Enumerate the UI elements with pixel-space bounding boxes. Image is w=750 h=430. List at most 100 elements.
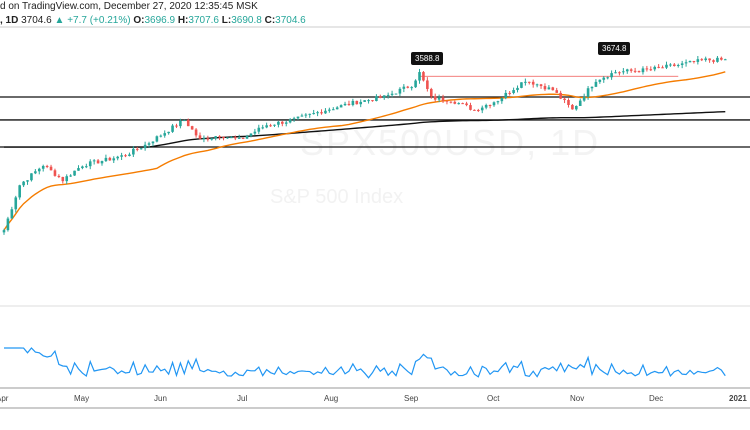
candle <box>492 102 496 106</box>
candle <box>65 176 69 182</box>
candle <box>281 121 284 124</box>
candle <box>159 135 163 137</box>
high-value: 3707.6 <box>188 15 219 26</box>
candle <box>147 143 151 145</box>
watermark-name: S&P 500 Index <box>270 186 404 208</box>
candle <box>594 81 598 87</box>
candle <box>484 105 488 108</box>
axis-label-sep: Sep <box>404 394 419 403</box>
candle <box>343 103 347 106</box>
price-change: +7.7 (+0.21%) <box>67 15 131 26</box>
candle <box>567 100 570 105</box>
candle <box>320 112 323 114</box>
candle <box>449 101 453 103</box>
candle <box>269 125 272 127</box>
candle <box>18 185 21 198</box>
candle <box>265 125 268 128</box>
candle <box>61 176 65 182</box>
candle <box>402 86 406 89</box>
candle <box>637 71 641 73</box>
candle <box>300 115 304 117</box>
candle <box>324 110 327 114</box>
candle <box>355 100 359 105</box>
peak-label-2: 3674.8 <box>598 42 631 55</box>
triangle-up-icon: ▲ <box>54 15 65 26</box>
candle <box>382 95 386 98</box>
candle <box>433 96 437 100</box>
candle <box>539 84 543 87</box>
candle <box>210 138 214 140</box>
candle <box>316 112 319 114</box>
candle <box>625 69 629 72</box>
candle <box>151 141 155 144</box>
candle <box>69 175 72 177</box>
candle <box>96 160 100 164</box>
candle <box>375 96 378 101</box>
candle <box>676 65 680 67</box>
candle <box>171 125 174 132</box>
candle <box>186 120 190 127</box>
high-label: H: <box>177 15 189 26</box>
candle <box>696 59 700 62</box>
candle <box>363 100 366 102</box>
candle <box>135 148 139 150</box>
close-label: C: <box>264 15 276 26</box>
candle <box>359 101 363 105</box>
candle <box>37 168 41 172</box>
candle <box>527 81 531 83</box>
candle <box>649 69 653 71</box>
candle <box>653 66 657 70</box>
candle <box>582 96 586 101</box>
candle <box>720 57 723 60</box>
candle <box>543 86 547 90</box>
candle <box>351 100 355 106</box>
candle <box>716 57 719 62</box>
candle <box>684 62 688 64</box>
candle <box>473 109 476 111</box>
candle <box>331 109 335 111</box>
candle <box>277 121 280 125</box>
candle <box>14 197 18 210</box>
candle <box>233 137 237 139</box>
candle <box>661 67 664 69</box>
candle <box>88 161 92 167</box>
axis-label-nov: Nov <box>570 394 585 403</box>
candle <box>712 60 715 62</box>
candle <box>379 96 382 98</box>
candle <box>167 131 170 134</box>
candle <box>614 72 617 74</box>
candle <box>237 137 241 139</box>
candle <box>704 58 707 61</box>
candle <box>222 136 225 139</box>
candle <box>465 103 468 106</box>
last-price: 3704.6 <box>21 15 52 26</box>
candle <box>575 105 578 110</box>
candle <box>190 126 194 130</box>
candle <box>284 122 288 124</box>
candle <box>602 77 606 80</box>
candle <box>179 120 182 127</box>
candle <box>143 144 147 149</box>
candle <box>429 88 433 97</box>
candle <box>516 87 519 91</box>
candle <box>339 105 343 108</box>
candle <box>488 105 492 107</box>
candle <box>633 70 637 72</box>
candle <box>241 137 245 139</box>
candle <box>414 80 417 88</box>
candle <box>673 64 676 67</box>
candle <box>312 113 315 115</box>
candle <box>410 87 413 89</box>
candle <box>10 209 14 219</box>
candle <box>453 101 457 104</box>
candle <box>692 60 696 62</box>
candle <box>480 107 484 111</box>
candle <box>418 72 421 81</box>
candle <box>30 173 33 181</box>
candle <box>26 180 29 182</box>
candle <box>139 148 143 150</box>
open-label: O: <box>133 15 145 26</box>
candle <box>386 94 390 96</box>
candle <box>120 155 123 157</box>
